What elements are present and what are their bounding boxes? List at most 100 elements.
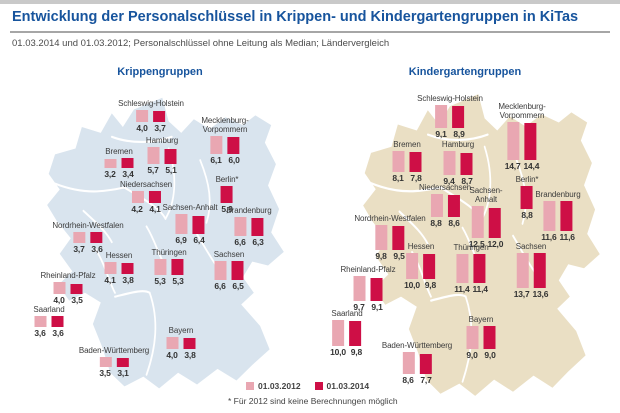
state-bars — [104, 262, 134, 275]
value-2012: 11,4 — [454, 284, 470, 295]
state-values: 3,6 3,6 — [33, 328, 66, 338]
value-2014: 5,3 — [172, 275, 184, 286]
bar-2012 — [435, 105, 448, 129]
bar-2012 — [392, 151, 405, 172]
state-values: 8,6 7,7 — [401, 375, 434, 385]
state-group-bayern: Bayern 4,0 3,8 — [165, 326, 198, 360]
state-group-sachsen: Sachsen 6,6 6,5 — [213, 250, 246, 291]
state-label: Berlin* — [515, 175, 539, 184]
value-2012: 13,7 — [513, 289, 530, 300]
state-group-schleswig-holstein: Schleswig-Holstein 9,1 8,9 — [417, 94, 483, 139]
state-group-nordrhein-westfalen: Nordrhein-Westfalen 9,8 9,5 — [354, 214, 425, 261]
state-values: 3,2 3,4 — [103, 169, 136, 179]
subtitle: 01.03.2014 und 01.03.2012; Personalschlü… — [12, 38, 390, 49]
bar-2014 — [51, 316, 64, 327]
state-group-schleswig-holstein: Schleswig-Holstein 4,0 3,7 — [118, 99, 184, 133]
value-2014: 9,8 — [424, 279, 436, 290]
bar-2012 — [375, 225, 388, 251]
state-group-saarland: Saarland 10,0 9,8 — [330, 309, 364, 357]
state-values: 9,0 9,0 — [465, 350, 498, 360]
value-2014: 9,5 — [393, 251, 405, 262]
state-bars — [521, 186, 533, 209]
value-2014: 9,0 — [484, 350, 496, 361]
value-2014: 14,4 — [523, 160, 540, 171]
state-values: 6,9 6,4 — [174, 235, 207, 245]
value-2012: 10,0 — [404, 279, 420, 290]
value-2014: 3,8 — [122, 275, 134, 286]
legend-label-2012: 01.03.2012 — [258, 381, 301, 391]
top-border — [0, 0, 620, 4]
state-values: 5,9 — [220, 204, 235, 214]
bar-2014 — [121, 263, 134, 275]
value-2012: 10,0 — [330, 346, 346, 357]
state-label: Saarland — [33, 305, 65, 314]
bar-2014 — [370, 277, 383, 301]
state-values: 11,4 11,4 — [454, 284, 488, 294]
value-2014: 12,0 — [487, 239, 504, 250]
legend-swatch-2012 — [246, 382, 254, 390]
state-bars — [131, 191, 161, 204]
bar-2014 — [192, 215, 205, 235]
state-label: Sachsen — [515, 242, 547, 251]
bar-2012 — [34, 316, 47, 327]
bar-2014 — [153, 111, 166, 122]
state-bars — [353, 276, 383, 301]
title-divider — [10, 31, 610, 33]
bar-2014 — [70, 283, 83, 294]
bar-2012 — [131, 191, 144, 204]
value-2012: 3,6 — [34, 327, 46, 338]
bar-2012 — [443, 151, 456, 176]
bar-2014 — [164, 148, 177, 164]
state-label: Nordrhein-Westfalen — [354, 214, 426, 223]
value-2012: 8,8 — [430, 217, 442, 228]
state-values: 6,1 6,0 — [208, 155, 241, 165]
state-group-saarland: Saarland 3,6 3,6 — [33, 305, 66, 338]
state-values: 5,3 5,3 — [153, 276, 186, 286]
bar-2014 — [409, 151, 422, 172]
state-bars — [210, 136, 240, 155]
bar-2012 — [104, 158, 117, 169]
value-2012: 9,7 — [353, 301, 365, 312]
bar-2012 — [406, 253, 419, 279]
value-2014: 5,1 — [165, 164, 177, 175]
bar-2012 — [73, 232, 86, 243]
state-group-brandenburg: Brandenburg 11,6 11,6 — [535, 190, 580, 242]
state-group-hamburg: Hamburg 9,4 8,7 — [442, 140, 475, 186]
value-2012: 8,6 — [402, 375, 414, 386]
state-bars — [435, 105, 465, 129]
value-2012: 4,0 — [166, 349, 178, 360]
bar-2012 — [516, 253, 529, 289]
state-values: 14,7 14,4 — [505, 161, 540, 171]
state-values: 12,5 12,0 — [469, 239, 504, 249]
value-2012: 6,9 — [175, 235, 187, 246]
state-label: Brandenburg — [535, 190, 581, 199]
state-bars — [332, 320, 362, 346]
bar-2012 — [332, 320, 345, 346]
legend-label-2014: 01.03.2014 — [326, 381, 370, 391]
state-label: Hamburg — [145, 136, 179, 145]
state-bars — [99, 357, 129, 368]
state-bars — [53, 282, 83, 294]
state-label: Mecklenburg- Vorpommern — [201, 116, 249, 135]
state-label: Baden-Württemberg — [381, 341, 453, 350]
bar-2012 — [136, 110, 149, 122]
legend: 01.03.2012 01.03.2014 — [246, 381, 369, 391]
value-2012: 3,2 — [104, 169, 116, 180]
bar-2014 — [447, 194, 460, 217]
bar-2012 — [154, 259, 167, 275]
state-label: Hessen — [105, 251, 133, 260]
value-2014: 8,8 — [521, 209, 533, 220]
state-label: Rheinland-Pfalz — [340, 265, 396, 274]
state-label: Hamburg — [441, 140, 475, 149]
value-2014: 8,9 — [453, 129, 465, 140]
bar-2014 — [483, 326, 496, 350]
state-bars — [516, 253, 546, 289]
bar-2012 — [466, 326, 479, 350]
value-2012: 9,8 — [375, 251, 387, 262]
state-group-rheinland-pfalz: Rheinland-Pfalz 4,0 3,5 — [41, 271, 96, 305]
bar-2014 — [460, 153, 473, 176]
value-2014: 9,8 — [350, 346, 362, 357]
value-2014: 3,1 — [117, 368, 129, 379]
state-label: Nordrhein-Westfalen — [52, 221, 124, 230]
state-group-bayern: Bayern 9,0 9,0 — [465, 315, 498, 360]
